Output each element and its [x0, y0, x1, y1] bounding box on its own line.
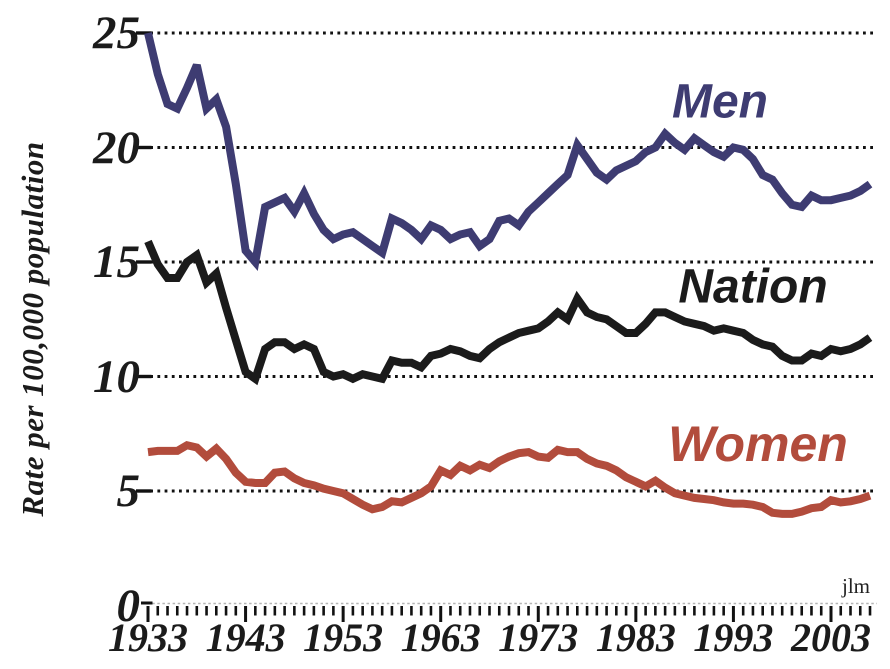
x-tick-label: 1963 [400, 615, 481, 660]
x-tick-label: 1933 [108, 615, 188, 660]
series-label-women: Women [668, 416, 848, 472]
x-tick-label: 1943 [205, 615, 286, 660]
x-tick-label: 2003 [790, 615, 871, 660]
y-tick-label: 15 [93, 236, 140, 288]
x-tick-label: 1973 [498, 615, 579, 660]
women-line [147, 440, 872, 518]
series-label-men: Men [672, 75, 768, 129]
x-tick-label: 1993 [693, 615, 774, 660]
men-line [144, 32, 873, 272]
y-tick-label: 0 [116, 579, 141, 632]
y-tick-label: 20 [93, 121, 140, 174]
x-tick-label: 1953 [303, 615, 384, 660]
x-tick-label: 1983 [595, 615, 676, 660]
nation-line [144, 239, 873, 386]
y-tick-label: 5 [116, 465, 141, 517]
credit-text: jlm [841, 574, 870, 598]
y-tick-label: 25 [93, 7, 140, 59]
y-tick-label: 10 [93, 350, 140, 403]
series-label-nation: Nation [678, 260, 828, 314]
y-axis-title: Rate per 100,000 population [15, 141, 50, 517]
